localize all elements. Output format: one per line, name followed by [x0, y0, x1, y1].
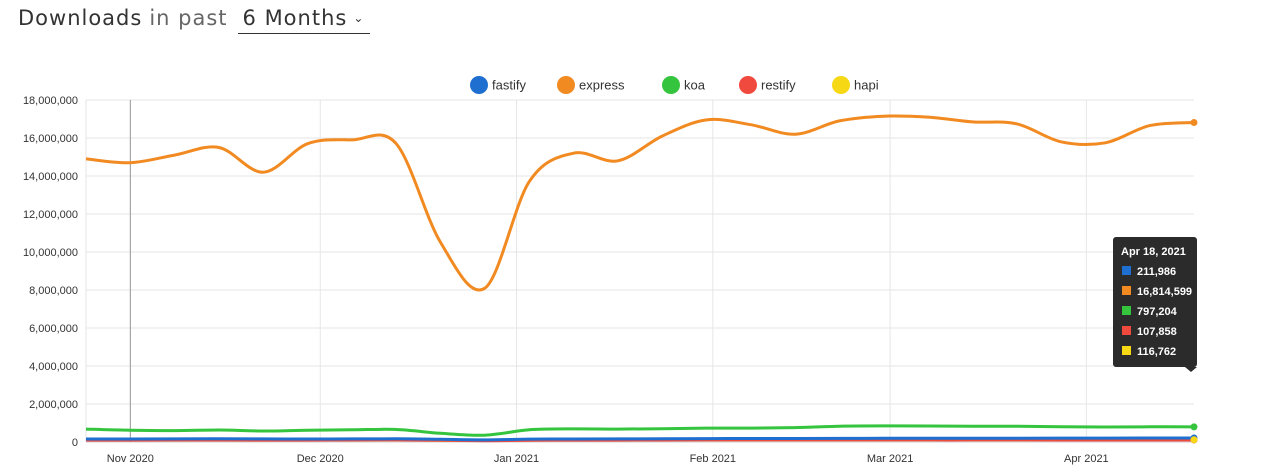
tooltip-value-express: 16,814,599 — [1137, 286, 1192, 298]
tooltip-swatch-restify — [1122, 326, 1131, 335]
tooltip-value-fastify: 211,986 — [1137, 266, 1176, 278]
legend-item-hapi[interactable]: hapi — [832, 76, 879, 94]
y-tick-label: 18,000,000 — [23, 95, 78, 107]
series-point-express — [1190, 119, 1198, 127]
legend-label: fastify — [492, 78, 526, 93]
x-tick-label: Dec 2020 — [297, 453, 344, 465]
y-tick-label: 0 — [72, 437, 78, 449]
y-tick-label: 10,000,000 — [23, 247, 78, 259]
legend-swatch — [832, 76, 850, 94]
legend-item-fastify[interactable]: fastify — [470, 76, 526, 94]
y-tick-label: 12,000,000 — [23, 209, 78, 221]
legend-swatch — [557, 76, 575, 94]
tooltip-swatch-koa — [1122, 306, 1131, 315]
tooltip-swatch-hapi — [1122, 346, 1131, 355]
y-tick-label: 2,000,000 — [29, 399, 78, 411]
legend-label: restify — [761, 78, 796, 93]
series-point-koa — [1190, 423, 1198, 431]
y-tick-label: 14,000,000 — [23, 171, 78, 183]
tooltip-value-koa: 797,204 — [1137, 306, 1178, 318]
legend-label: koa — [684, 78, 706, 93]
series-point-hapi — [1190, 436, 1198, 444]
legend-swatch — [662, 76, 680, 94]
series-line-fastify — [86, 436, 1194, 442]
period-dropdown[interactable]: 6 Months ⌄ — [237, 6, 371, 34]
chevron-down-icon: ⌄ — [353, 11, 365, 25]
y-tick-label: 16,000,000 — [23, 133, 78, 145]
legend-label: hapi — [854, 78, 879, 93]
y-tick-label: 4,000,000 — [29, 361, 78, 373]
tooltip-date: Apr 18, 2021 — [1121, 246, 1186, 258]
legend-swatch — [739, 76, 757, 94]
legend-item-koa[interactable]: koa — [662, 76, 706, 94]
tooltip-swatch-express — [1122, 286, 1131, 295]
x-tick-label: Apr 2021 — [1064, 453, 1109, 465]
legend-item-restify[interactable]: restify — [739, 76, 796, 94]
x-tick-label: Mar 2021 — [867, 453, 913, 465]
tooltip-box — [1113, 237, 1197, 367]
tooltip-value-restify: 107,858 — [1137, 326, 1177, 338]
header-title-light: in past — [149, 6, 228, 30]
legend-label: express — [579, 78, 625, 93]
x-tick-label: Nov 2020 — [107, 453, 154, 465]
series-line-koa — [85, 424, 1195, 437]
period-value: 6 Months — [242, 6, 348, 30]
y-tick-label: 6,000,000 — [29, 323, 78, 335]
x-tick-label: Jan 2021 — [494, 453, 539, 465]
legend-item-express[interactable]: express — [557, 76, 625, 94]
y-tick-label: 8,000,000 — [29, 285, 78, 297]
x-tick-label: Feb 2021 — [690, 453, 736, 465]
chart-header: Downloads in past 6 Months ⌄ — [18, 6, 371, 40]
legend-swatch — [470, 76, 488, 94]
tooltip-arrow — [1185, 367, 1197, 372]
tooltip-value-hapi: 116,762 — [1137, 346, 1176, 358]
header-title-strong: Downloads — [18, 6, 143, 30]
series-line-express — [85, 114, 1195, 292]
tooltip-swatch-fastify — [1122, 266, 1131, 275]
tooltip: Apr 18, 2021 211,986 16,814,599 797,204 107,… — [1113, 237, 1197, 372]
